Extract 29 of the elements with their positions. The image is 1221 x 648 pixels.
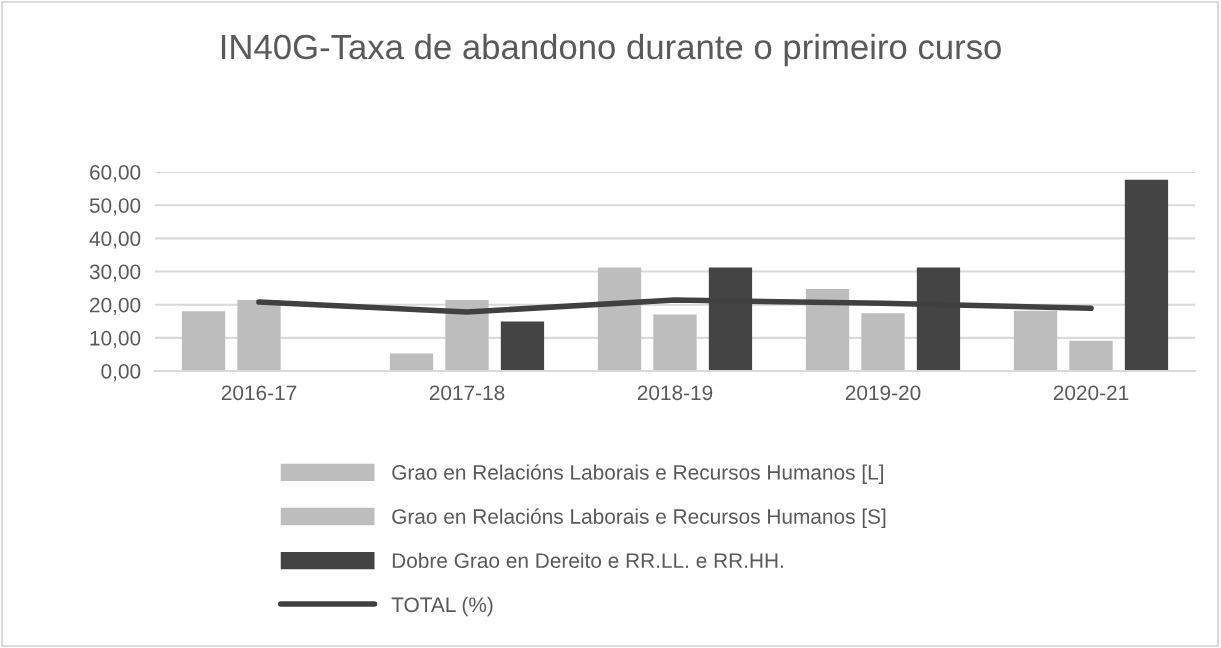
bar [1124, 179, 1169, 371]
y-tick-label: 60,00 [90, 165, 141, 183]
x-tick-label: 2017-18 [429, 385, 505, 401]
x-tick-label: 2016-17 [221, 385, 297, 401]
bar [389, 353, 434, 371]
legend-label: Dobre Grao en Dereito e RR.LL. e RR.HH. [392, 552, 783, 569]
bar [1069, 340, 1113, 371]
bar [445, 300, 489, 371]
chart-title: IN40G-Taxa de abandono durante o primeiro curso [221, 33, 1001, 67]
y-tick-label: 20,00 [90, 297, 141, 315]
bar [653, 314, 697, 371]
bar [861, 313, 905, 371]
x-tick-label: 2019-20 [845, 385, 921, 401]
legend-label: Grao en Relacións Laborais e Recursos Humanos [L] [392, 464, 883, 484]
legend-label: TOTAL (%) [391, 596, 493, 617]
x-tick-label: 2020-21 [1053, 385, 1129, 401]
x-tick-label: 2018-19 [637, 385, 713, 401]
y-tick-label: 30,00 [89, 264, 141, 282]
y-tick-label: 40,00 [89, 231, 141, 249]
legend-label: Grao en Relacións Laborais e Recursos Humanos [S] [392, 508, 886, 529]
bar [805, 289, 850, 371]
bar [181, 311, 226, 371]
y-tick-label: 50,00 [89, 198, 141, 216]
y-tick-label: 10,00 [90, 330, 141, 349]
bar [597, 267, 642, 371]
bar [500, 321, 545, 371]
bar [1013, 310, 1058, 371]
bar [237, 300, 281, 371]
y-tick-label: 0,00 [101, 364, 141, 382]
